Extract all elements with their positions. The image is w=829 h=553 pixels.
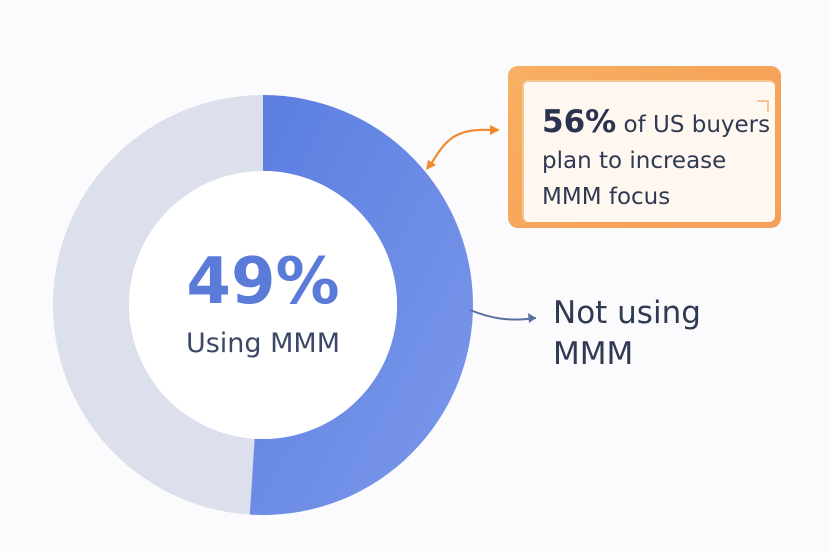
center-label: Using MMM — [186, 328, 340, 359]
donut-hole — [129, 171, 397, 439]
connector-arrow-not-using — [469, 309, 537, 321]
callout-connector — [429, 128, 493, 167]
callout-box: 56% of US buyers plan to increase MMM fo… — [508, 66, 781, 228]
callout-text: 56% of US buyers plan to increase MMM fo… — [542, 104, 782, 215]
callout-arrowhead-bottom — [426, 160, 436, 170]
donut-slices — [52, 95, 473, 515]
callout-inner: 56% of US buyers plan to increase MMM fo… — [522, 80, 775, 222]
callout-line3: MMM focus — [542, 184, 671, 210]
callout-arrowhead-top — [490, 125, 500, 135]
callout-highlight: 56% — [542, 104, 617, 140]
connector-arrowhead — [528, 313, 536, 323]
center-percentage: 49% — [186, 245, 339, 319]
slice-not-using-mmm — [249, 95, 473, 515]
callout-line1: of US buyers — [616, 112, 771, 138]
label-not-using-line2: MMM — [553, 336, 633, 372]
callout-line2: plan to increase — [542, 148, 727, 174]
slice-using-mmm — [52, 95, 264, 515]
label-not-using-line1: Not using — [553, 295, 701, 331]
callout-corner — [757, 100, 769, 112]
